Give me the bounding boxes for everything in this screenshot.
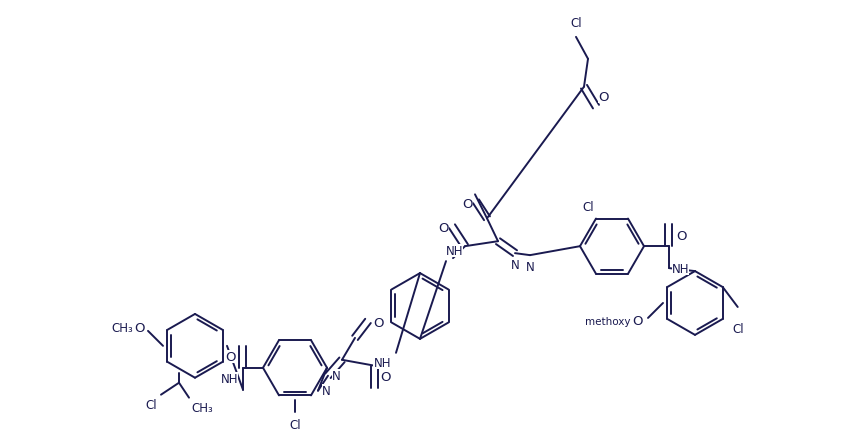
Text: N: N	[510, 259, 520, 272]
Text: NH: NH	[373, 356, 391, 369]
Text: Cl: Cl	[583, 200, 594, 213]
Text: N: N	[322, 384, 331, 397]
Text: O: O	[135, 322, 145, 335]
Text: O: O	[676, 229, 687, 242]
Text: Cl: Cl	[570, 17, 582, 30]
Text: NH: NH	[221, 372, 238, 385]
Text: CH₃: CH₃	[112, 322, 133, 335]
Text: O: O	[598, 91, 608, 104]
Text: NH: NH	[672, 262, 689, 275]
Text: O: O	[439, 221, 449, 234]
Text: O: O	[632, 315, 643, 328]
Text: O: O	[226, 351, 236, 363]
Text: methoxy: methoxy	[585, 316, 631, 326]
Text: N: N	[526, 260, 534, 273]
Text: Cl: Cl	[733, 322, 745, 335]
Text: CH₃: CH₃	[191, 401, 213, 414]
Text: Cl: Cl	[146, 398, 157, 411]
Text: Cl: Cl	[289, 418, 301, 431]
Text: N: N	[332, 369, 341, 382]
Text: NH: NH	[446, 245, 463, 257]
Text: O: O	[463, 197, 473, 210]
Text: O: O	[373, 317, 383, 330]
Text: O: O	[380, 370, 390, 383]
